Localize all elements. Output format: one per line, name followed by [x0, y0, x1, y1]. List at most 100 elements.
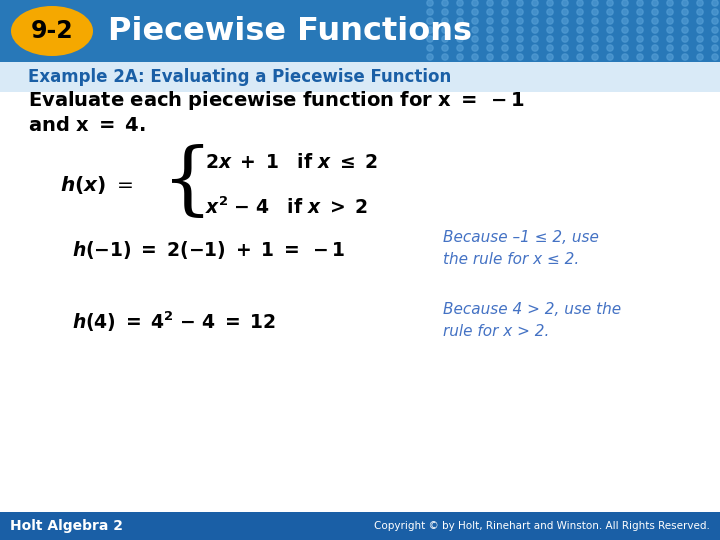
Circle shape	[682, 36, 688, 42]
Circle shape	[607, 27, 613, 33]
Circle shape	[577, 36, 583, 42]
Circle shape	[636, 9, 643, 15]
Circle shape	[682, 9, 688, 15]
Circle shape	[682, 45, 688, 51]
Circle shape	[442, 27, 448, 33]
Circle shape	[712, 54, 719, 60]
Circle shape	[532, 36, 539, 42]
Circle shape	[532, 54, 539, 60]
Circle shape	[667, 27, 673, 33]
Circle shape	[472, 45, 478, 51]
Text: Holt Algebra 2: Holt Algebra 2	[10, 519, 123, 533]
Circle shape	[712, 18, 719, 24]
Text: {: {	[163, 144, 214, 222]
Circle shape	[652, 36, 658, 42]
Circle shape	[622, 18, 628, 24]
Text: Copyright © by Holt, Rinehart and Winston. All Rights Reserved.: Copyright © by Holt, Rinehart and Winsto…	[374, 521, 710, 531]
Circle shape	[622, 9, 628, 15]
Circle shape	[472, 18, 478, 24]
Circle shape	[487, 18, 493, 24]
Circle shape	[427, 9, 433, 15]
Circle shape	[697, 45, 703, 51]
Circle shape	[502, 45, 508, 51]
Circle shape	[592, 18, 598, 24]
Circle shape	[577, 18, 583, 24]
Circle shape	[456, 27, 463, 33]
Text: $\boldsymbol{h}$$\mathbf{(-1)\ =\ 2(-1)\ +\ 1\ =\ -1}$: $\boldsymbol{h}$$\mathbf{(-1)\ =\ 2(-1)\…	[72, 239, 346, 261]
Circle shape	[622, 0, 628, 6]
Circle shape	[577, 27, 583, 33]
Text: Because –1 ≤ 2, use: Because –1 ≤ 2, use	[443, 231, 599, 246]
Bar	[0, 512, 720, 540]
Circle shape	[592, 54, 598, 60]
Circle shape	[487, 0, 493, 6]
Circle shape	[562, 36, 568, 42]
Circle shape	[667, 0, 673, 6]
Circle shape	[577, 45, 583, 51]
Circle shape	[562, 27, 568, 33]
Bar	[0, 0, 720, 62]
Circle shape	[652, 54, 658, 60]
Circle shape	[427, 36, 433, 42]
Circle shape	[697, 36, 703, 42]
Circle shape	[697, 18, 703, 24]
Circle shape	[592, 9, 598, 15]
Circle shape	[472, 0, 478, 6]
Circle shape	[472, 27, 478, 33]
Circle shape	[487, 45, 493, 51]
Text: Because 4 > 2, use the: Because 4 > 2, use the	[443, 302, 621, 318]
Circle shape	[442, 54, 448, 60]
Circle shape	[667, 18, 673, 24]
Circle shape	[517, 36, 523, 42]
Circle shape	[517, 0, 523, 6]
Text: $\mathbf{Evaluate\ each\ piecewise\ function\ for}\ \mathit{\mathbf{x}}\ \mathbf: $\mathbf{Evaluate\ each\ piecewise\ func…	[28, 89, 525, 112]
Circle shape	[592, 45, 598, 51]
Circle shape	[592, 27, 598, 33]
Circle shape	[592, 36, 598, 42]
Circle shape	[577, 54, 583, 60]
Circle shape	[532, 9, 539, 15]
Circle shape	[456, 0, 463, 6]
Circle shape	[532, 27, 539, 33]
Circle shape	[546, 27, 553, 33]
Circle shape	[712, 27, 719, 33]
Circle shape	[442, 36, 448, 42]
Circle shape	[472, 9, 478, 15]
Text: $\boldsymbol{h}$$\mathbf{(4)\ =\ 4}^{\mathbf{2}}\ \mathbf{-\ 4\ =\ 12}$: $\boldsymbol{h}$$\mathbf{(4)\ =\ 4}^{\ma…	[72, 310, 276, 334]
Circle shape	[577, 9, 583, 15]
Circle shape	[607, 45, 613, 51]
Circle shape	[697, 0, 703, 6]
Circle shape	[697, 27, 703, 33]
Circle shape	[487, 54, 493, 60]
Circle shape	[456, 54, 463, 60]
Circle shape	[517, 18, 523, 24]
Text: 9-2: 9-2	[31, 19, 73, 43]
Text: $\boldsymbol{x}^{\mathbf{2}}\ \mathbf{-\ 4}$$\quad \mathbf{if}\ \boldsymbol{x}\ : $\boldsymbol{x}^{\mathbf{2}}\ \mathbf{-\…	[205, 196, 368, 218]
Circle shape	[607, 18, 613, 24]
Circle shape	[456, 45, 463, 51]
Circle shape	[502, 54, 508, 60]
Circle shape	[517, 45, 523, 51]
Text: the rule for x ≤ 2.: the rule for x ≤ 2.	[443, 253, 580, 267]
Circle shape	[667, 54, 673, 60]
Circle shape	[442, 9, 448, 15]
Circle shape	[562, 54, 568, 60]
Circle shape	[607, 0, 613, 6]
Circle shape	[682, 0, 688, 6]
Circle shape	[652, 0, 658, 6]
Circle shape	[636, 27, 643, 33]
Text: $\mathbf{2}$$\boldsymbol{x}$$\mathbf{\ +\ 1}$$\quad \mathbf{if}\ \boldsymbol{x}\: $\mathbf{2}$$\boldsymbol{x}$$\mathbf{\ +…	[205, 152, 378, 172]
Circle shape	[667, 9, 673, 15]
Circle shape	[487, 9, 493, 15]
Circle shape	[682, 54, 688, 60]
Circle shape	[502, 0, 508, 6]
Circle shape	[562, 0, 568, 6]
Circle shape	[427, 45, 433, 51]
Circle shape	[487, 27, 493, 33]
Circle shape	[682, 27, 688, 33]
Circle shape	[697, 9, 703, 15]
Text: $\boldsymbol{h(x)}\ =$: $\boldsymbol{h(x)}\ =$	[60, 174, 133, 196]
Circle shape	[532, 0, 539, 6]
Circle shape	[546, 45, 553, 51]
Circle shape	[622, 27, 628, 33]
